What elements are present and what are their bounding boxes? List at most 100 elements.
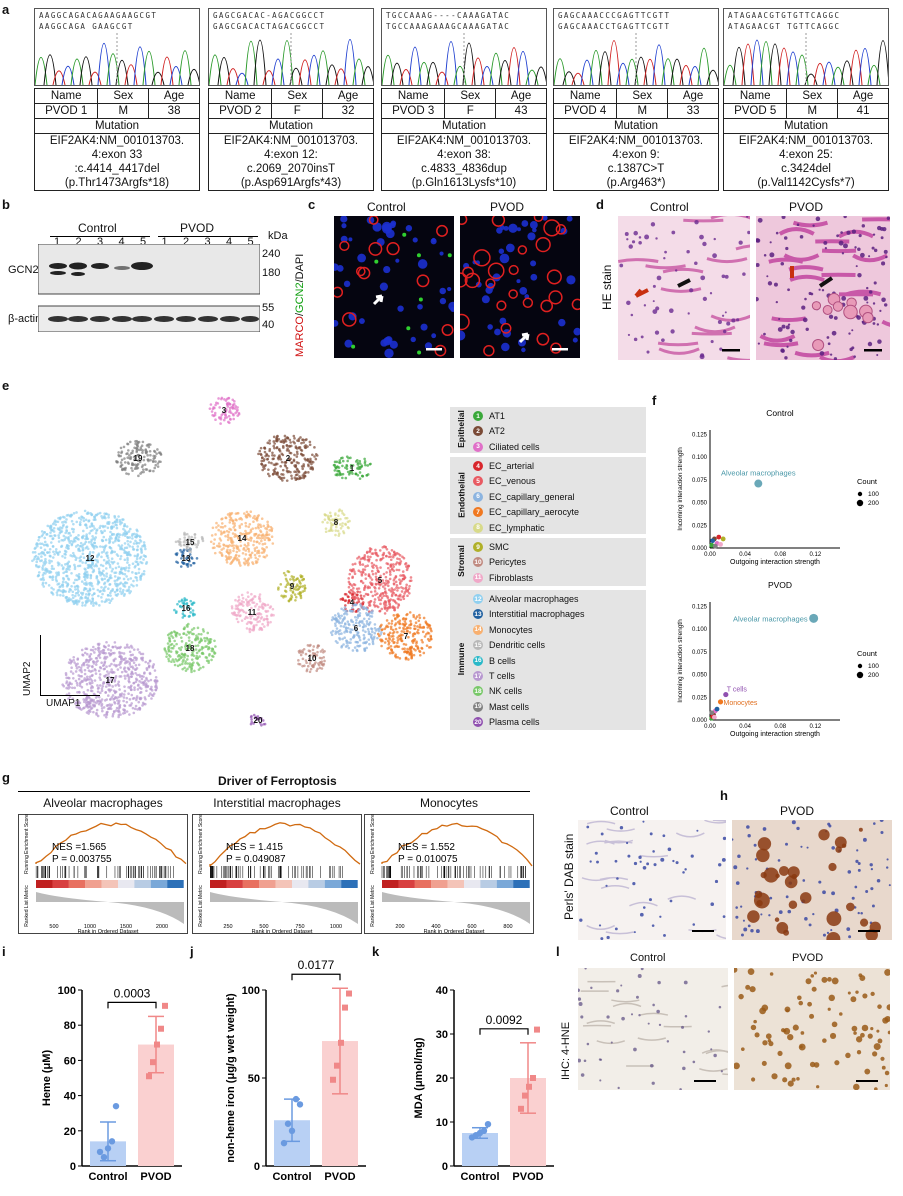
umap-cluster-label: 3 [222, 406, 227, 415]
legend-item: 10 Pericytes [473, 557, 527, 568]
data-point [334, 1062, 340, 1069]
p-value: P = 0.010075 [398, 854, 458, 865]
umap-cluster-label: 14 [238, 534, 247, 543]
mutation-header: Mutation [209, 119, 373, 134]
legend-item: 5 EC_venous [473, 476, 536, 487]
legend-group-name: Endothelial [456, 471, 466, 518]
legend-label: SMC [489, 542, 509, 552]
x-tick: 0.12 [810, 724, 822, 730]
seq-bottom: AAGGCAGA GAAGCGT [39, 22, 134, 31]
gsea-xlabel: Rank in Ordered Dataset [252, 929, 313, 934]
sex-header: Sex [272, 89, 324, 103]
panel-label-l: l [556, 944, 560, 959]
umap-cluster-label: 2 [286, 454, 291, 463]
if-control-label: Control [367, 200, 406, 214]
perls-control-label: Control [610, 804, 649, 818]
gsea-tick: 600 [467, 924, 476, 930]
scatter-point [711, 714, 717, 720]
name-header: Name [554, 89, 618, 103]
count-label: 100 [868, 491, 879, 498]
y-tick-label: 0 [70, 1161, 76, 1173]
gsea-tick: 1500 [120, 924, 132, 930]
gsea-tick: 250 [223, 924, 232, 930]
point-label: Monocytes [724, 700, 758, 707]
data-point [108, 1138, 116, 1145]
data-point [530, 1075, 536, 1081]
x-tick: 0.04 [739, 724, 751, 730]
scatter-point [716, 534, 722, 540]
mutation-line-1: EIF2AK4:NM_001013703. [223, 135, 359, 147]
legend-item: 17 T cells [473, 671, 515, 681]
mutation-value-row: PVOD 2 F 32 [209, 104, 373, 119]
umap-cluster-label: 4 [350, 598, 355, 607]
data-point [158, 1025, 164, 1032]
gsea-tick: 1000 [330, 924, 342, 930]
sex-header: Sex [445, 89, 497, 103]
umap-cluster-9 [277, 570, 307, 603]
data-point [484, 1121, 492, 1128]
sex-header: Sex [617, 89, 669, 103]
alveolar-macrophage-point [809, 613, 819, 623]
mutation-line-3: c.1387C>T [607, 163, 665, 175]
legend-label: Pericytes [489, 557, 527, 568]
patient-age: 41 [856, 105, 870, 117]
seq-top: AAGGCAGACAGAAGAAGCGT [39, 11, 158, 20]
interaction-scatter-0: Control 0.000 0.025 0.050 0.075 0.100 0.125 0.0… [677, 408, 879, 566]
mutation-header: Mutation [382, 119, 546, 134]
umap-cluster-8 [321, 508, 351, 537]
patient-age: 43 [514, 105, 528, 117]
legend-label: Plasma cells [489, 717, 540, 728]
bar-chart-0: 0 20 40 60 80 100 Heme (μM) Control PVOD 0.0003 [41, 985, 182, 1183]
legend-dot: 15 [473, 640, 483, 651]
x-tick: 0.00 [704, 724, 716, 730]
hne-control-label: Control [630, 952, 666, 964]
mutation-value-row: PVOD 4 M 33 [554, 104, 718, 119]
gsea-ylabel2: Ranked List Metric [198, 885, 204, 927]
data-point [342, 1004, 348, 1011]
mutation-line-4: (p.Asp691Argfs*43) [240, 177, 342, 189]
legend-item: 3 Ciliated cells [473, 441, 540, 452]
umap-cluster-3 [208, 396, 241, 425]
umap-cluster-label: 10 [308, 654, 317, 663]
legend-dot: 20 [473, 717, 483, 728]
t-cells-point [723, 691, 729, 698]
data-point [330, 1076, 336, 1083]
patient-sex: F [272, 104, 324, 118]
patient-age: 32 [341, 105, 355, 117]
scatter-point [709, 710, 715, 716]
y-axis-label: MDA (μmol/mg) [413, 1037, 425, 1118]
gsea-xlabel: Rank in Ordered Dataset [78, 929, 139, 934]
y-tick-label: 0 [254, 1161, 260, 1173]
legend-dot: 8 [473, 522, 483, 533]
bar-chart-1: 0 50 100 non-heme iron (μg/g wet weight) Con… [225, 958, 366, 1183]
data-point [280, 1139, 288, 1147]
lane-number: 4 [226, 236, 233, 248]
y-tick-label: 40 [436, 985, 448, 997]
y-tick-label: 100 [242, 985, 260, 997]
legend-item: 16 B cells [473, 655, 516, 666]
mutation-line-3: c.2069_2070insT [246, 163, 336, 175]
legend-group-name: Epithelial [456, 410, 466, 448]
patient-age: 38 [167, 105, 181, 117]
data-point [146, 1073, 152, 1080]
mutation-line-1: EIF2AK4:NM_001013703. [738, 135, 874, 147]
gsea-tick: 400 [431, 924, 440, 930]
p-value-label: 0.0003 [114, 986, 151, 1000]
p-value: P = 0.049087 [226, 854, 286, 865]
legend-label: Dendritic cells [489, 640, 546, 651]
p-value-label: 0.0092 [486, 1013, 523, 1027]
gsea-tick: 500 [259, 924, 268, 930]
if-pvod-label: PVOD [490, 200, 525, 214]
mutation-value-row: PVOD 1 M 38 [35, 104, 199, 119]
umap-axis-y [40, 635, 41, 695]
mutation-line-4: (p.Thr1473Argfs*18) [64, 177, 170, 189]
legend-dot: 5 [473, 476, 483, 487]
legend-item: 7 EC_capillary_aerocyte [473, 507, 579, 518]
umap-cluster-19 [115, 439, 163, 478]
legend-label: EC_capillary_general [489, 491, 575, 502]
y-tick: 0.050 [692, 673, 708, 679]
legend-dot: 4 [473, 461, 483, 471]
x-tick: 0.12 [810, 552, 822, 558]
sex-header: Sex [98, 89, 150, 103]
